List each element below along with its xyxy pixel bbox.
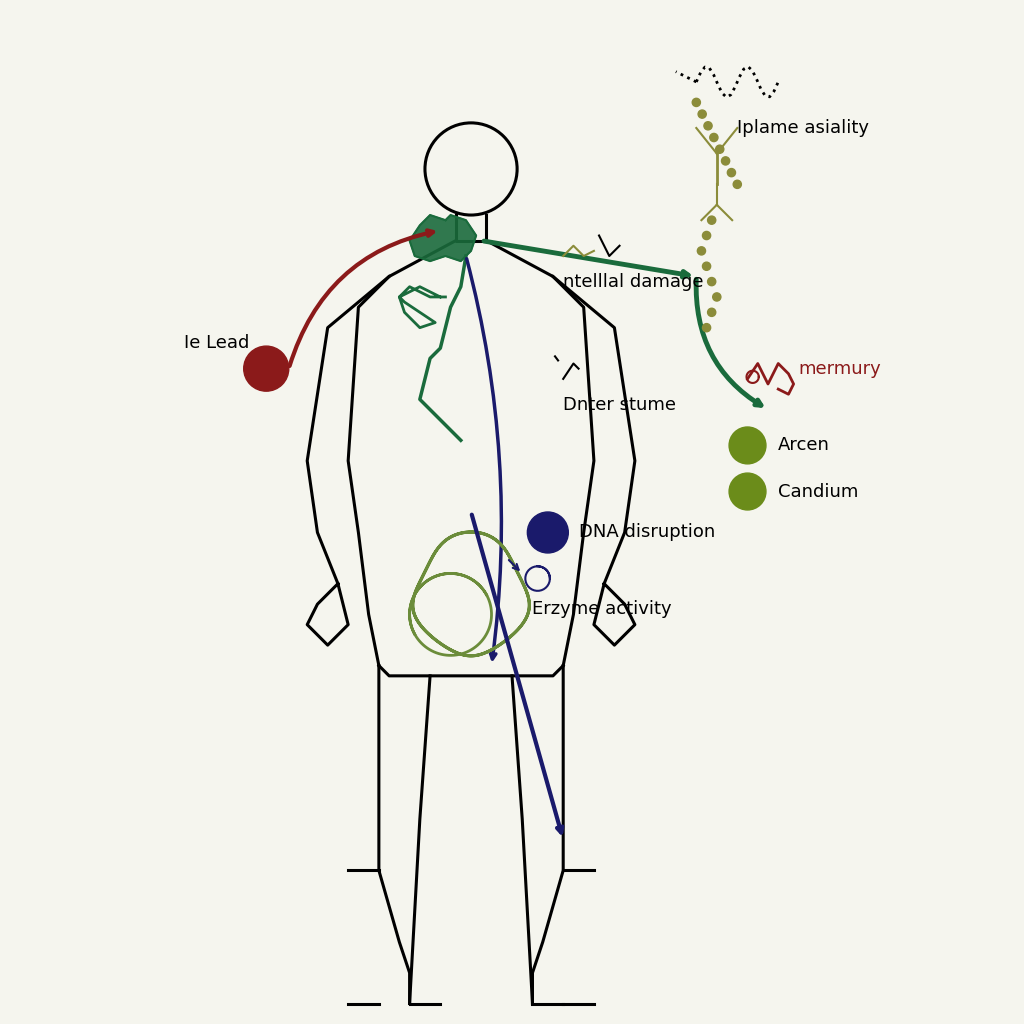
Circle shape: [708, 308, 716, 316]
Circle shape: [727, 169, 735, 177]
Circle shape: [527, 512, 568, 553]
Circle shape: [729, 427, 766, 464]
Text: ntelllal damage: ntelllal damage: [563, 272, 703, 291]
Circle shape: [708, 216, 716, 224]
Circle shape: [713, 293, 721, 301]
Circle shape: [729, 473, 766, 510]
Text: mermury: mermury: [799, 359, 882, 378]
Circle shape: [244, 346, 289, 391]
Circle shape: [702, 324, 711, 332]
Circle shape: [708, 278, 716, 286]
Text: DNA disruption: DNA disruption: [579, 523, 715, 542]
Circle shape: [697, 247, 706, 255]
Text: Erzyme activity: Erzyme activity: [532, 600, 672, 618]
Text: Iplame asiality: Iplame asiality: [737, 119, 869, 137]
Circle shape: [703, 122, 712, 130]
Circle shape: [692, 98, 700, 106]
Circle shape: [698, 110, 707, 118]
Circle shape: [716, 145, 724, 154]
Text: Candium: Candium: [778, 482, 858, 501]
Circle shape: [702, 231, 711, 240]
Circle shape: [722, 157, 730, 165]
Polygon shape: [410, 215, 476, 261]
Circle shape: [710, 133, 718, 141]
Circle shape: [702, 262, 711, 270]
Text: Dnter stume: Dnter stume: [563, 395, 676, 414]
Text: Arcen: Arcen: [778, 436, 830, 455]
Text: Ie Lead: Ie Lead: [184, 334, 250, 352]
Circle shape: [733, 180, 741, 188]
